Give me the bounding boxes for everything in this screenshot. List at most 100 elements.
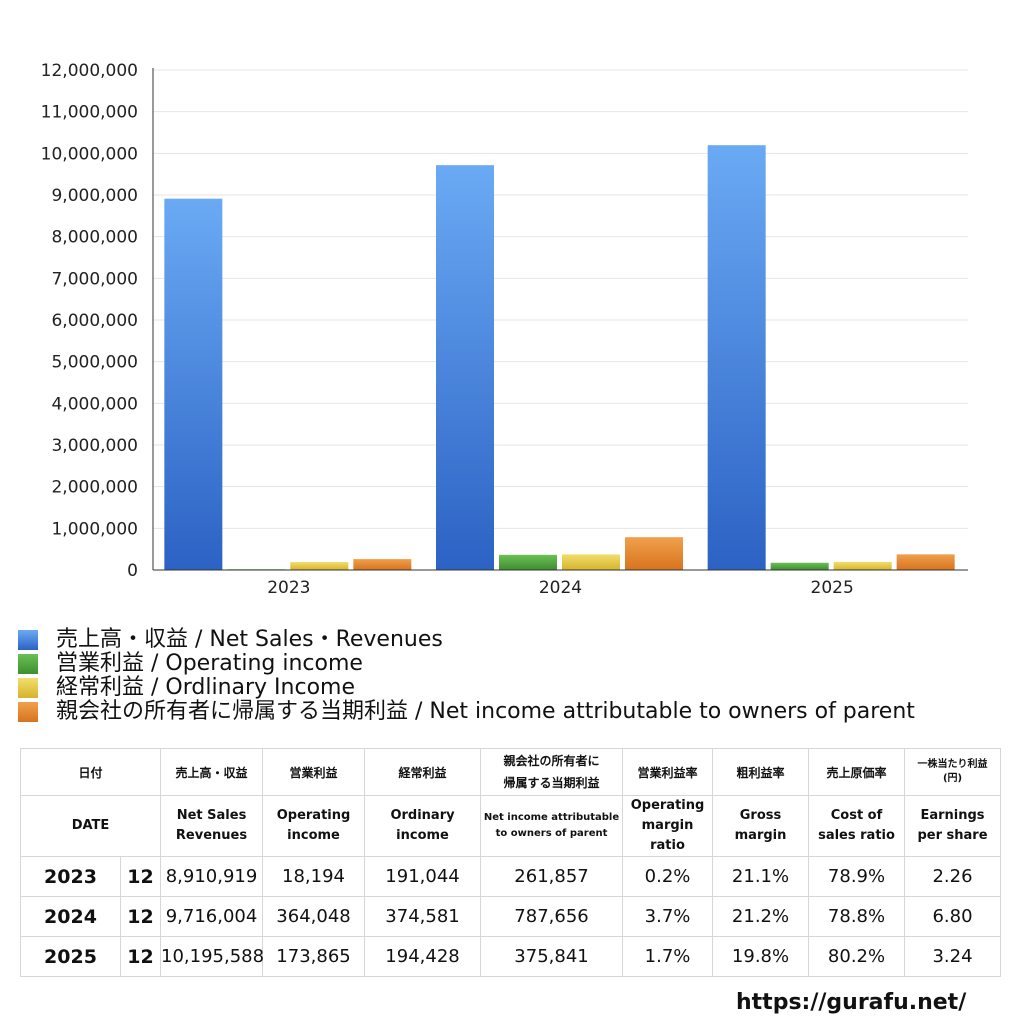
bar-2023-series-0 [164,198,223,570]
cell-month: 12 [119,896,162,937]
legend-swatch-net-income [18,702,38,722]
bar-2023-series-3 [353,559,412,570]
col-header-net-en-text: Net income attributable to owners of par… [483,812,620,839]
col-header-net-jp-text: 親会社の所有者に 帰属する当期利益 [503,754,600,790]
y-tick-label: 5,000,000 [51,353,138,373]
legend-label: 親会社の所有者に帰属する当期利益 / Net income attributab… [56,699,915,724]
cell-year: 2023 [20,856,121,897]
col-header-sales-en: Net Sales Revenues [160,795,264,857]
bar-2025-series-3 [896,554,955,570]
cell-operating-income: 18,194 [262,856,366,897]
col-header-opm-en: Operating margin ratio [622,795,714,857]
col-header-cos-en: Cost of sales ratio [808,795,906,857]
cell-sales: 9,716,004 [160,896,264,937]
col-header-ord-jp: 経常利益 [364,748,482,796]
legend-item-net-income: 親会社の所有者に帰属する当期利益 / Net income attributab… [18,700,915,724]
bar-2024-series-3 [625,537,683,570]
col-header-eps-jp: 一株当たり利益 (円) [904,748,1002,796]
cell-net-income: 375,841 [480,936,624,977]
cell-operating-margin: 1.7% [622,936,714,977]
col-header-date-jp: 日付 [19,748,162,796]
cell-ordinary-income: 374,581 [364,896,482,937]
financial-table: 日付 売上高・収益 営業利益 経常利益 親会社の所有者に 帰属する当期利益 営業… [19,748,1002,977]
col-header-gm-en: Gross margin [712,795,810,857]
legend-label: 営業利益 / Operating income [56,651,363,676]
x-tick-label: 2025 [811,578,854,598]
cell-year: 2024 [20,896,121,937]
legend-swatch-operating-income [18,654,38,674]
y-tick-label: 12,000,000 [41,61,138,81]
cell-operating-margin: 0.2% [622,856,714,897]
bar-2025-series-2 [833,561,892,570]
legend-item-ordinary-income: 経常利益 / Ordlinary Income [18,676,915,700]
bar-2025-series-0 [707,145,766,570]
cell-operating-income: 173,865 [262,936,366,977]
col-header-op-en: Operating income [262,795,366,857]
col-header-gm-jp: 粗利益率 [712,748,810,796]
y-tick-label: 11,000,000 [41,103,138,123]
col-header-date-en: DATE [19,795,162,857]
bar-2024-series-1 [499,554,557,570]
cell-cost-of-sales: 78.8% [808,896,906,937]
col-header-net-jp: 親会社の所有者に 帰属する当期利益 [480,748,624,796]
col-header-ord-en: Ordinary income [364,795,482,857]
col-header-gm-en-text: Gross margin [734,808,787,843]
cell-net-income: 787,656 [480,896,624,937]
y-tick-label: 4,000,000 [51,394,138,414]
y-tick-label: 7,000,000 [51,269,138,289]
y-tick-label: 9,000,000 [51,186,138,206]
cell-month: 12 [119,856,162,897]
cell-year: 2025 [20,936,121,977]
cell-gross-margin: 21.2% [712,896,810,937]
bar-2024-series-2 [562,554,620,570]
y-tick-label: 10,000,000 [41,144,138,164]
bar-2024-series-0 [436,165,494,570]
col-header-op-en-text: Operating income [276,808,351,843]
site-url[interactable]: https://gurafu.net/ [736,990,967,1015]
y-tick-label: 1,000,000 [51,519,138,539]
bar-2025-series-1 [770,562,829,570]
cell-operating-income: 364,048 [262,896,366,937]
y-tick-label: 2,000,000 [51,478,138,498]
y-tick-label: 8,000,000 [51,228,138,248]
cell-eps: 3.24 [904,936,1002,977]
chart-legend: 売上高・収益 / Net Sales・Revenues 営業利益 / Opera… [18,628,915,724]
cell-cost-of-sales: 78.9% [808,856,906,897]
cell-ordinary-income: 191,044 [364,856,482,897]
cell-ordinary-income: 194,428 [364,936,482,977]
legend-label: 売上高・収益 / Net Sales・Revenues [56,627,443,652]
col-header-eps-en-text: Earnings per share [917,808,988,843]
table-row: 2025 12 10,195,588 173,865 194,428 375,8… [20,936,1002,977]
legend-swatch-net-sales [18,630,38,650]
cell-operating-margin: 3.7% [622,896,714,937]
table-row: 2024 12 9,716,004 364,048 374,581 787,65… [20,896,1002,937]
col-header-eps-en: Earnings per share [904,795,1002,857]
col-header-cos-en-text: Cost of sales ratio [818,808,895,843]
col-header-op-jp: 営業利益 [262,748,366,796]
col-header-ord-en-text: Ordinary income [390,808,455,843]
col-header-eps-jp-text: 一株当たり利益 (円) [917,759,988,784]
y-tick-label: 6,000,000 [51,311,138,331]
cell-cost-of-sales: 80.2% [808,936,906,977]
cell-eps: 6.80 [904,896,1002,937]
bar-chart: 0 1,000,000 2,000,000 3,000,000 4,000,000 5,0… [41,61,968,598]
bar-2023-series-2 [290,562,349,570]
col-header-sales-jp: 売上高・収益 [160,748,264,796]
col-header-cos-jp: 売上原価率 [808,748,906,796]
legend-item-net-sales: 売上高・収益 / Net Sales・Revenues [18,628,915,652]
legend-swatch-ordinary-income [18,678,38,698]
table-row: 2023 12 8,910,919 18,194 191,044 261,857… [20,856,1002,897]
y-tick-label: 3,000,000 [51,436,138,456]
cell-month: 12 [119,936,162,977]
cell-gross-margin: 19.8% [712,936,810,977]
col-header-opm-jp: 営業利益率 [622,748,714,796]
x-tick-label: 2024 [539,578,582,598]
y-tick-label: 0 [127,561,138,581]
table-header-row-en: DATE Net Sales Revenues Operating income… [19,795,1002,857]
legend-label: 経常利益 / Ordlinary Income [56,675,355,700]
cell-sales: 10,195,588 [160,936,264,977]
cell-eps: 2.26 [904,856,1002,897]
col-header-net-en: Net income attributable to owners of par… [480,795,624,857]
cell-gross-margin: 21.1% [712,856,810,897]
col-header-sales-en-text: Net Sales Revenues [175,808,248,843]
